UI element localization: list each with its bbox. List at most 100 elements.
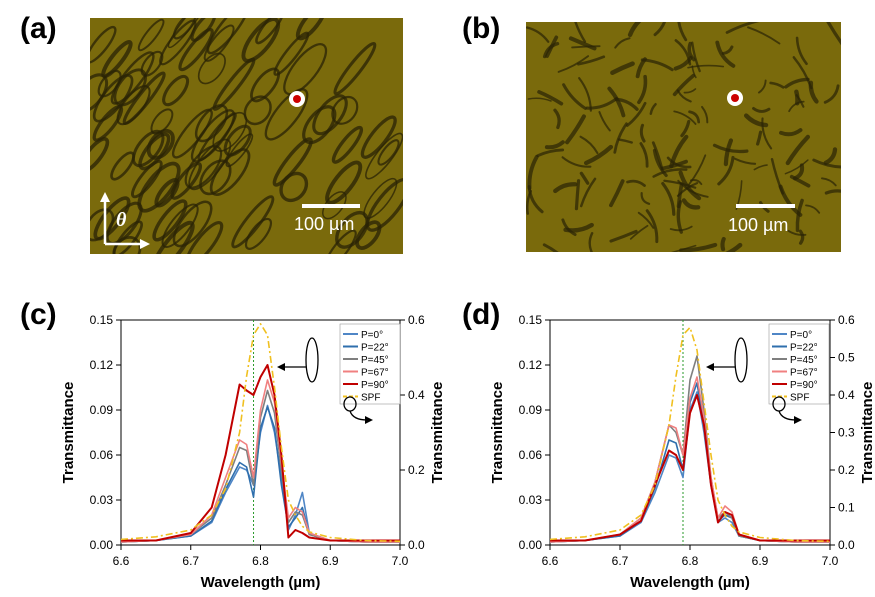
texture-streak: [673, 110, 697, 125]
cell-boundary: [203, 24, 235, 62]
texture-streak: [812, 158, 841, 169]
texture-streak: [562, 83, 587, 110]
horizontal-arrowhead-icon: [140, 239, 150, 249]
texture-streak: [635, 57, 647, 79]
texture-streak: [614, 97, 639, 111]
series-line-p22: [120, 406, 400, 543]
vertical-arrowhead-icon: [100, 192, 110, 202]
texture-streak: [527, 97, 552, 102]
texture-streak: [761, 117, 773, 150]
cell-boundary: [172, 200, 213, 248]
x-tick-label: 6.8: [252, 554, 269, 568]
texture-streak: [743, 113, 769, 128]
legend-label: P=0°: [790, 330, 812, 341]
texture-streak: [568, 36, 597, 51]
texture-streak: [609, 229, 638, 243]
legend-label: P=22°: [361, 343, 389, 354]
micrograph-b: 100 µm: [526, 22, 841, 252]
texture-streak: [752, 107, 771, 113]
texture-streak: [792, 56, 813, 90]
cell-boundary: [90, 25, 117, 64]
texture-streak: [712, 143, 749, 154]
texture-streak: [734, 157, 757, 165]
series-line-p22: [549, 382, 830, 543]
texture-streak: [701, 105, 709, 124]
cell-boundary: [279, 171, 309, 203]
texture-streak: [573, 22, 587, 43]
cell-boundary: [355, 220, 382, 250]
texture-streak: [626, 179, 646, 187]
texture-streak: [542, 243, 564, 252]
texture-streak: [720, 236, 726, 252]
texture-streak: [678, 170, 702, 201]
cell-boundary: [264, 88, 309, 141]
texture-streak: [824, 189, 841, 195]
texture-streak: [715, 40, 736, 68]
right-arrowhead-icon: [794, 416, 802, 424]
y-tick-label: 0.03: [519, 493, 543, 507]
x-tick-label: 6.9: [322, 554, 339, 568]
texture-streak: [798, 229, 805, 245]
legend-label: P=90°: [361, 380, 389, 391]
x-axis-title: Wavelength (µm): [201, 574, 321, 591]
series-line-spf: [549, 326, 831, 543]
legend-box: [339, 323, 401, 405]
texture-streak: [526, 26, 550, 43]
micrograph-a-texture: [90, 18, 403, 254]
cell-boundary: [365, 177, 403, 232]
texture-streak: [821, 177, 837, 187]
texture-streak: [758, 79, 767, 94]
series-line-spf: [120, 322, 401, 543]
y-tick-label: 0.00: [519, 538, 543, 552]
cell-boundary: [331, 95, 359, 125]
scale-bar-label-a: 100 µm: [294, 214, 355, 234]
texture-streak: [579, 177, 597, 208]
angle-symbol-theta: θ: [116, 209, 127, 231]
y2-tick-label: 0.1: [838, 501, 855, 515]
chart-d: 6.6 6.7 6.8 6.9 7.0 0.00 0.03 0.06 0.09 0.12 0.15 0…: [489, 313, 875, 591]
cell-boundary: [105, 201, 143, 246]
series-line-p90: [550, 394, 830, 542]
cell-boundary: [325, 160, 363, 205]
legend-label: P=22°: [790, 343, 818, 354]
cell-boundary: [162, 74, 190, 107]
panel-label-d: (d): [462, 298, 501, 331]
legend-label: P=45°: [790, 355, 818, 366]
y-axis-title: Transmittance: [489, 382, 506, 484]
y2-tick-label: 0.4: [408, 388, 425, 402]
legend-label: SPF: [361, 393, 380, 404]
cell-boundary: [199, 159, 232, 196]
texture-streak: [537, 90, 564, 106]
micrograph-b-texture: [526, 22, 841, 252]
texture-streak: [769, 81, 785, 89]
y-tick-label: 0.03: [90, 493, 114, 507]
texture-streak: [795, 198, 804, 233]
texture-streak: [681, 198, 701, 210]
y2-tick-label: 0.0: [408, 538, 425, 552]
texture-streak: [627, 22, 652, 38]
cell-boundary: [131, 159, 163, 199]
cell-boundary: [137, 18, 165, 52]
texture-streak: [579, 135, 599, 155]
texture-streak: [720, 242, 743, 252]
measurement-spot-center: [293, 95, 301, 103]
legend-label: P=90°: [790, 380, 818, 391]
y-tick-label: 0.06: [519, 448, 543, 462]
cell-boundary: [90, 137, 110, 174]
cell-boundary: [206, 18, 250, 55]
texture-streak: [669, 134, 689, 169]
texture-streak: [672, 73, 696, 97]
series-line-p45: [120, 389, 400, 543]
texture-streak: [794, 89, 800, 106]
texture-streak: [625, 101, 647, 127]
texture-streak: [823, 84, 840, 104]
y2-tick-label: 0.6: [408, 313, 425, 327]
texture-streak: [577, 55, 606, 66]
panel-label-c: (c): [20, 298, 57, 331]
left-arrowhead-icon: [277, 363, 285, 371]
texture-streak: [723, 138, 734, 167]
cell-boundary: [360, 115, 397, 159]
micrograph-a: 100 µm θ: [90, 18, 403, 254]
texture-streak: [691, 41, 701, 73]
